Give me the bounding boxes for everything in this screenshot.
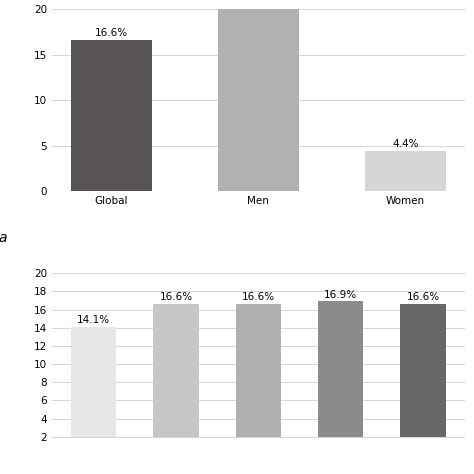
Text: 14.1%: 14.1% bbox=[77, 315, 110, 325]
Bar bbox=[71, 327, 116, 437]
Text: 16.6%: 16.6% bbox=[159, 292, 192, 302]
Bar bbox=[71, 40, 152, 191]
Text: a: a bbox=[0, 231, 7, 246]
Text: 16.6%: 16.6% bbox=[95, 27, 128, 37]
Text: 16.6%: 16.6% bbox=[407, 292, 440, 302]
Bar bbox=[218, 0, 299, 191]
Bar bbox=[318, 301, 364, 437]
Text: 4.4%: 4.4% bbox=[392, 138, 419, 149]
Bar bbox=[236, 304, 281, 437]
Text: 16.9%: 16.9% bbox=[324, 290, 357, 300]
Bar bbox=[365, 151, 446, 191]
Bar bbox=[401, 304, 446, 437]
Text: 16.6%: 16.6% bbox=[242, 292, 275, 302]
Bar bbox=[153, 304, 199, 437]
